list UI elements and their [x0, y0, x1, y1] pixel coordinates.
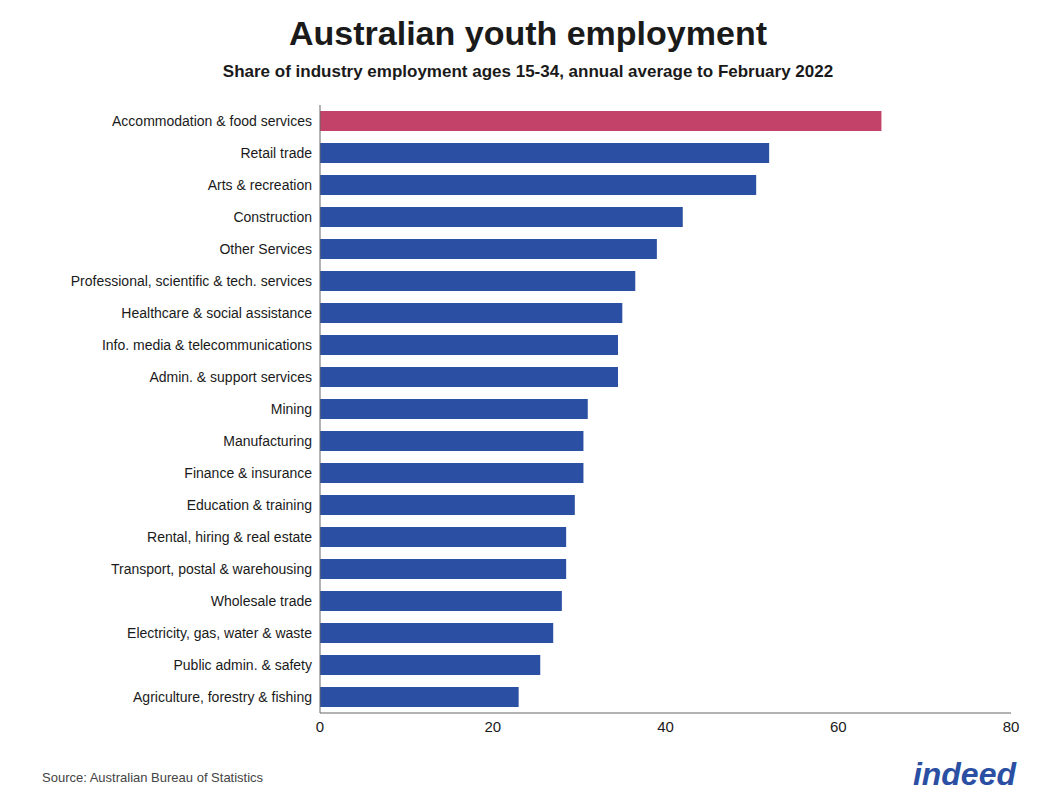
svg-text:0: 0 — [316, 718, 324, 735]
svg-text:Public admin. & safety: Public admin. & safety — [173, 657, 312, 673]
svg-text:Mining: Mining — [271, 401, 312, 417]
svg-text:Other Services: Other Services — [219, 241, 312, 257]
svg-text:Info. media & telecommunicatio: Info. media & telecommunications — [102, 337, 312, 353]
svg-text:Accommodation & food services: Accommodation & food services — [112, 113, 312, 129]
svg-text:40: 40 — [657, 718, 674, 735]
svg-text:Professional, scientific & tec: Professional, scientific & tech. service… — [71, 273, 312, 289]
svg-text:Rental, hiring & real estate: Rental, hiring & real estate — [147, 529, 312, 545]
svg-text:Electricity, gas, water & wast: Electricity, gas, water & waste — [127, 625, 312, 641]
svg-text:Finance & insurance: Finance & insurance — [184, 465, 312, 481]
svg-text:Arts & recreation: Arts & recreation — [208, 177, 312, 193]
svg-text:Agriculture, forestry & fishin: Agriculture, forestry & fishing — [133, 689, 312, 705]
svg-text:60: 60 — [830, 718, 847, 735]
svg-text:Education & training: Education & training — [187, 497, 312, 513]
svg-text:80: 80 — [1003, 718, 1020, 735]
svg-text:Manufacturing: Manufacturing — [223, 433, 312, 449]
html-text:indeed: indeed — [912, 756, 1016, 792]
svg-text:Transport, postal & warehousin: Transport, postal & warehousing — [111, 561, 312, 577]
html-text:Share of industry employment a: Share of industry employment ages 15-34,… — [222, 62, 834, 81]
svg-text:Admin. & support services: Admin. & support services — [149, 369, 312, 385]
html-text:Source: Australian Bureau of S: Source: Australian Bureau of Statistics — [42, 770, 264, 785]
svg-text:Wholesale trade: Wholesale trade — [211, 593, 312, 609]
svg-text:Healthcare & social assistance: Healthcare & social assistance — [121, 305, 312, 321]
svg-text:Construction: Construction — [233, 209, 312, 225]
svg-text:20: 20 — [484, 718, 501, 735]
html-text:Australian youth employment: Australian youth employment — [289, 14, 767, 52]
svg-text:Retail trade: Retail trade — [240, 145, 312, 161]
